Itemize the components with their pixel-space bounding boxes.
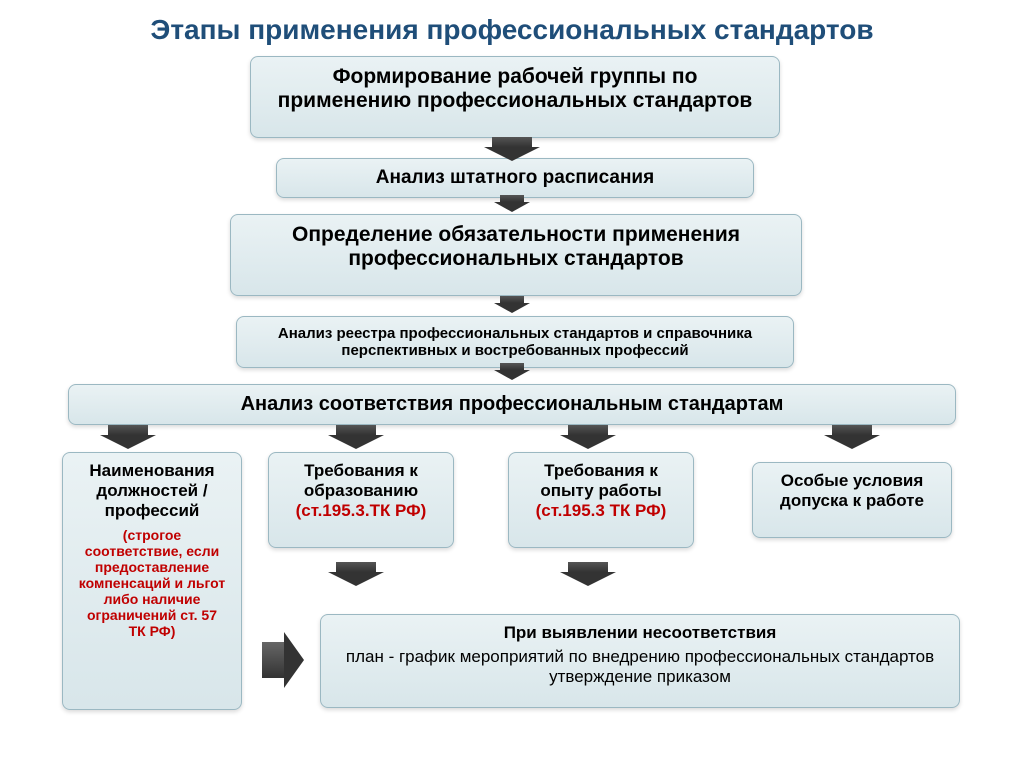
- box-discrepancy: При выявлении несоответствия план - граф…: [320, 614, 960, 708]
- box-special: Особые условия допуска к работе: [752, 462, 952, 538]
- box-sub: план - график мероприятий по внедрению п…: [335, 647, 945, 687]
- box-mandatory: Определение обязательности применения пр…: [230, 214, 802, 296]
- box-text: Формирование рабочей группы по применени…: [278, 65, 753, 112]
- box-sub: (ст.195.3.ТК РФ): [283, 501, 439, 521]
- box-staff-analysis: Анализ штатного расписания: [276, 158, 754, 198]
- box-sub: (строгое соответствие, если предоставлен…: [77, 527, 227, 639]
- box-sub: (ст.195.3 ТК РФ): [523, 501, 679, 521]
- box-main: При выявлении несоответствия: [335, 623, 945, 643]
- box-job-names: Наименования должностей / профессий (стр…: [62, 452, 242, 710]
- box-main: Требования к образованию: [283, 461, 439, 501]
- box-main: Особые условия допуска к работе: [767, 471, 937, 511]
- box-text: Анализ реестра профессиональных стандарт…: [278, 325, 752, 359]
- box-formation: Формирование рабочей группы по применени…: [250, 56, 780, 138]
- page-title: Этапы применения профессиональных станда…: [0, 0, 1024, 56]
- box-registry: Анализ реестра профессиональных стандарт…: [236, 316, 794, 368]
- box-experience: Требования к опыту работы (ст.195.3 ТК Р…: [508, 452, 694, 548]
- box-main: Требования к опыту работы: [523, 461, 679, 501]
- box-education: Требования к образованию (ст.195.3.ТК РФ…: [268, 452, 454, 548]
- box-text: Анализ штатного расписания: [376, 167, 654, 188]
- box-main: Наименования должностей / профессий: [77, 461, 227, 521]
- box-text: Определение обязательности применения пр…: [292, 223, 740, 270]
- box-text: Анализ соответствия профессиональным ста…: [241, 393, 784, 415]
- box-compliance: Анализ соответствия профессиональным ста…: [68, 384, 956, 425]
